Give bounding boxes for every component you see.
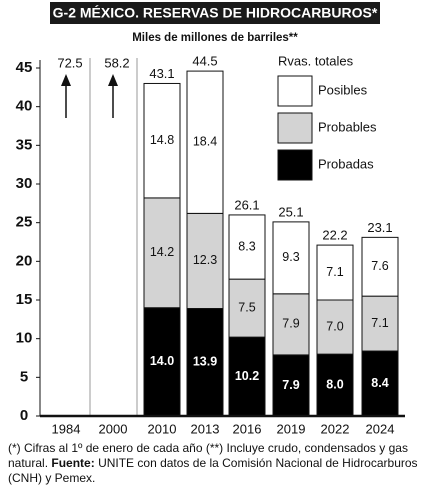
legend-swatch: [277, 75, 313, 107]
chart: G-2 MÉXICO. RESERVAS DE HIDROCARBUROS* M…: [16, 2, 405, 436]
total-label: 25.1: [278, 204, 303, 219]
bar-segment: [361, 236, 399, 297]
bar-segment: [272, 221, 310, 295]
footnote-source: UNITE con datos de la Comisión Nacional …: [8, 456, 418, 485]
total-label: 43.1: [149, 66, 174, 81]
total-label: 22.2: [322, 228, 347, 243]
segment-label: 7.1: [326, 265, 343, 279]
segment-label: 14.2: [150, 245, 174, 259]
x-tick-label: 2024: [366, 421, 395, 436]
segment-label: 8.0: [326, 377, 343, 391]
y-tick-label: 15: [16, 291, 33, 308]
bar-segment: [361, 350, 399, 417]
segment-label: 10.2: [235, 369, 259, 383]
x-tick-label: 2010: [148, 421, 177, 436]
legend-label: Posibles: [318, 82, 368, 97]
total-label: 58.2: [104, 55, 129, 70]
total-label: 26.1: [234, 197, 259, 212]
segment-label: 7.9: [282, 317, 299, 331]
bar-segment: [361, 295, 399, 352]
segment-label: 9.3: [282, 250, 299, 264]
y-tick-label: 5: [20, 368, 28, 385]
chart-title: G-2 MÉXICO. RESERVAS DE HIDROCARBUROS*: [53, 5, 378, 21]
y-tick-label: 40: [16, 98, 33, 115]
segment-label: 12.3: [193, 253, 217, 267]
segment-label: 7.6: [371, 259, 388, 273]
title-band: [50, 2, 380, 24]
segment-label: 8.4: [371, 376, 388, 390]
bar-segment: [186, 70, 224, 214]
y-tick-label: 30: [16, 175, 33, 192]
segment-label: 13.9: [193, 355, 217, 369]
segment-label: 14.0: [150, 354, 174, 368]
segment-label: 14.8: [150, 133, 174, 147]
arrow-head: [61, 74, 71, 86]
y-tick-label: 45: [16, 59, 33, 76]
total-label: 72.5: [57, 55, 82, 70]
footnote-source-label: Fuente:: [51, 456, 95, 470]
footnote: (*) Cifras al 1º de enero de cada año (*…: [8, 441, 420, 486]
x-tick-label: 2013: [191, 421, 220, 436]
legend-label: Probables: [318, 119, 377, 134]
legend-swatch: [277, 149, 313, 181]
bar-segment: [316, 244, 354, 301]
segment-label: 7.9: [282, 378, 299, 392]
legend-title: Rvas. totales: [278, 53, 354, 68]
y-tick-label: 20: [16, 252, 33, 269]
y-tick-label: 25: [16, 214, 33, 231]
y-tick-label: 35: [16, 136, 33, 153]
bar-segment: [272, 293, 310, 356]
y-tick-label: 0: [20, 407, 28, 424]
bar-segment: [228, 214, 266, 280]
bar-segment: [228, 278, 266, 338]
y-tick-label: 10: [16, 330, 33, 347]
x-tick-label: 1984: [52, 421, 81, 436]
bar-segment: [143, 307, 181, 417]
x-tick-label: 2016: [233, 421, 262, 436]
footnote-note: (*) Cifras al 1º de enero de cada año (*…: [8, 441, 408, 470]
segment-label: 7.1: [371, 316, 388, 330]
x-tick-label: 2022: [321, 421, 350, 436]
segment-label: 8.3: [238, 239, 255, 253]
legend-label: Probadas: [318, 156, 374, 171]
segment-label: 18.4: [193, 135, 217, 149]
legend-swatch: [277, 112, 313, 144]
total-label: 44.5: [192, 54, 217, 69]
total-label: 23.1: [367, 220, 392, 235]
bar-segment: [143, 82, 181, 199]
chart-subtitle: Miles de millones de barriles**: [132, 32, 298, 44]
x-tick-label: 2019: [277, 421, 306, 436]
segment-label: 7.5: [238, 300, 255, 314]
bar-segment: [143, 197, 181, 309]
arrow-head: [108, 74, 118, 86]
x-tick-label: 2000: [99, 421, 128, 436]
segment-label: 7.0: [326, 319, 343, 333]
